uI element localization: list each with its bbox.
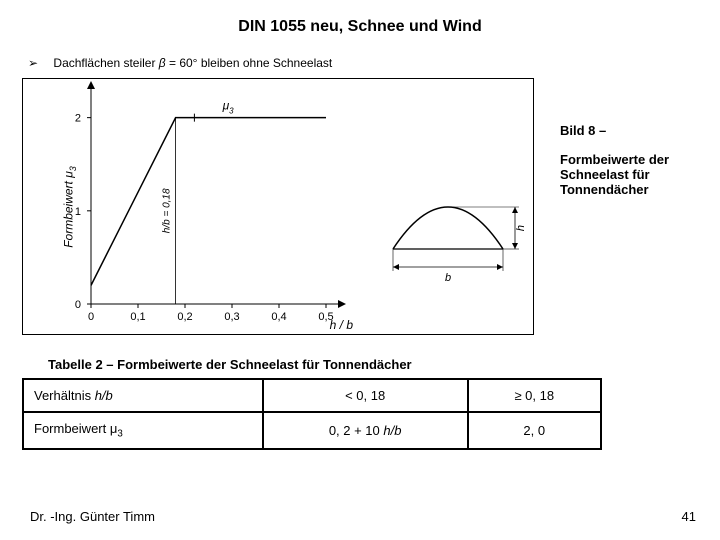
bullet-item: ➢ Dachflächen steiler β = 60° bleiben oh…	[28, 56, 720, 70]
svg-text:h/b = 0,18: h/b = 0,18	[162, 188, 173, 233]
svg-text:1: 1	[75, 206, 81, 218]
svg-text:0,1: 0,1	[130, 311, 145, 323]
footer-author: Dr. -Ing. Günter Timm	[30, 509, 155, 524]
bullet-text-prefix: Dachflächen steiler	[53, 56, 158, 70]
cell-ratio-label: Verhältnis h/b	[23, 379, 263, 412]
table-row: Formbeiwert μ3 0, 2 + 10 h/b 2, 0	[23, 412, 601, 449]
table-title: Tabelle 2 – Formbeiwerte der Schneelast …	[48, 357, 720, 372]
cell-ratio-lt: < 0, 18	[263, 379, 468, 412]
footer-page-number: 41	[682, 509, 696, 524]
cell-mu-label: Formbeiwert μ3	[23, 412, 263, 449]
bullet-var: β	[159, 56, 166, 70]
svg-text:μ3: μ3	[222, 99, 235, 116]
svg-text:b: b	[445, 272, 451, 284]
cell-mu-formula: 0, 2 + 10 h/b	[263, 412, 468, 449]
svg-text:0: 0	[75, 299, 81, 311]
svg-text:0,3: 0,3	[224, 311, 239, 323]
svg-text:h: h	[515, 225, 527, 231]
figure-8: Formbeiwert μ3 00,10,20,30,40,5012h/b = …	[22, 78, 534, 335]
cell-mu-value: 2, 0	[468, 412, 601, 449]
svg-text:0,2: 0,2	[177, 311, 192, 323]
table-2: Verhältnis h/b < 0, 18 ≥ 0, 18 Formbeiwe…	[22, 378, 602, 450]
chart-xlabel: h / b	[330, 318, 353, 332]
table-row: Verhältnis h/b < 0, 18 ≥ 0, 18	[23, 379, 601, 412]
caption-line2: Formbeiwerte der Schneelast für Tonnendä…	[560, 152, 700, 197]
svg-text:0: 0	[88, 311, 94, 323]
bullet-text-suffix: = 60° bleiben ohne Schneelast	[166, 56, 333, 70]
bullet-arrow-icon: ➢	[28, 56, 38, 70]
chart-svg: 00,10,20,30,40,5012h/b = 0,18μ3 bh	[23, 79, 533, 334]
caption-line1: Bild 8 –	[560, 123, 700, 138]
figure-caption: Bild 8 – Formbeiwerte der Schneelast für…	[560, 123, 700, 197]
page-title: DIN 1055 neu, Schnee und Wind	[0, 0, 720, 36]
svg-text:0,4: 0,4	[271, 311, 286, 323]
svg-text:2: 2	[75, 113, 81, 125]
cell-ratio-ge: ≥ 0, 18	[468, 379, 601, 412]
